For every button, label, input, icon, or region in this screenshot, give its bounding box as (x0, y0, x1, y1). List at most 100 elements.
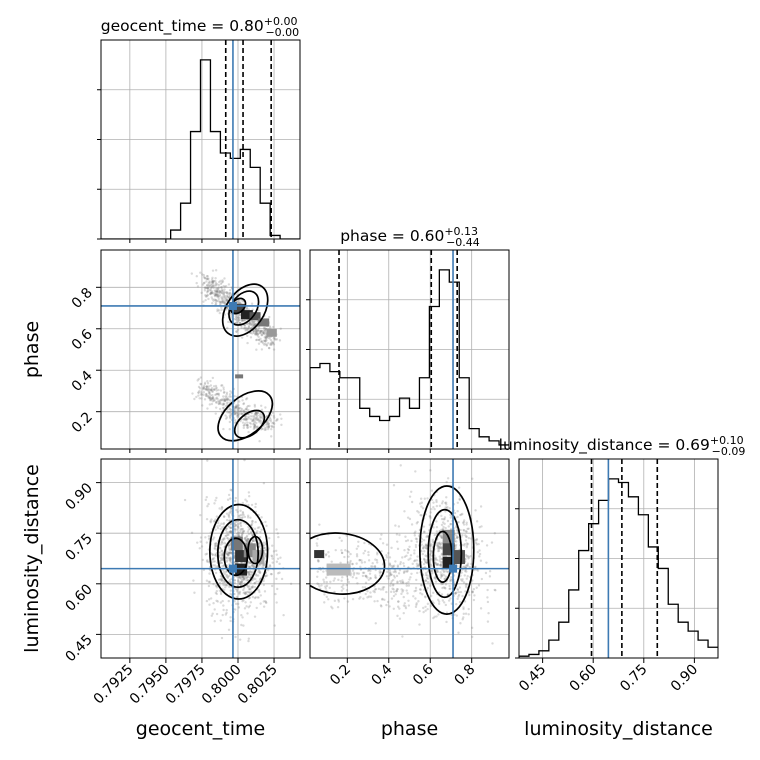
sample-point (478, 549, 481, 552)
sample-point (422, 545, 426, 548)
sample-point (236, 413, 239, 417)
sample-point (316, 544, 319, 547)
sample-point (254, 414, 258, 417)
sample-point (263, 336, 266, 339)
sample-point (337, 600, 341, 603)
sample-point (432, 616, 435, 620)
sample-point (245, 576, 248, 579)
sample-point (241, 319, 244, 323)
sample-point (243, 591, 246, 594)
sample-point (216, 293, 219, 296)
sample-point (211, 558, 214, 561)
sample-point (211, 376, 215, 380)
sample-point (317, 559, 320, 563)
sample-point (233, 525, 236, 529)
sample-point (486, 596, 489, 599)
sample-point (252, 414, 256, 418)
sample-point (212, 279, 215, 283)
sample-point (431, 538, 435, 542)
sample-point (252, 418, 256, 421)
sample-point (229, 408, 232, 411)
sample-point (475, 538, 478, 542)
sample-point (215, 290, 218, 293)
sample-point (440, 582, 443, 586)
sample-point (449, 578, 452, 581)
sample-point (257, 568, 261, 572)
sample-point (214, 571, 218, 575)
sample-point (397, 572, 401, 575)
sample-point (216, 600, 219, 603)
title-text: luminosity_distance = 0.69+0.10 −0.09 (499, 434, 746, 458)
sample-point (263, 332, 266, 335)
sample-point (420, 583, 423, 587)
sample-point (212, 536, 216, 539)
sample-point (224, 284, 228, 288)
sample-point (443, 517, 446, 521)
sample-point (244, 419, 248, 422)
sample-point (464, 530, 468, 533)
sample-point (388, 572, 392, 575)
sample-point (214, 554, 217, 557)
sample-point (206, 389, 210, 392)
sample-point (435, 500, 438, 504)
title-lower-error: −0.44 (446, 236, 480, 249)
sample-point (465, 521, 468, 524)
sample-point (433, 576, 436, 580)
sample-point (444, 575, 448, 578)
sample-point (228, 552, 231, 555)
sample-point (252, 330, 255, 333)
sample-point (444, 587, 447, 590)
sample-point (222, 402, 225, 405)
sample-point (425, 544, 428, 548)
sample-point (251, 324, 255, 328)
sample-point (197, 394, 200, 397)
sample-point (439, 543, 442, 546)
sample-point (207, 584, 211, 588)
sample-point (205, 277, 209, 281)
sample-point (465, 555, 468, 558)
sample-point (245, 605, 248, 608)
sample-point (438, 555, 441, 558)
sample-point (445, 480, 448, 484)
sample-point (471, 591, 474, 594)
sample-point (474, 509, 477, 512)
sample-point (217, 394, 221, 397)
sample-point (207, 598, 211, 601)
sample-point (415, 603, 418, 606)
sample-point (223, 295, 226, 299)
sample-point (416, 571, 419, 575)
sample-point (214, 542, 217, 546)
sample-point (239, 509, 242, 512)
sample-point (425, 535, 428, 539)
sample-point (215, 541, 218, 545)
sample-point (263, 427, 267, 430)
sample-point (333, 577, 336, 580)
sample-point (402, 604, 406, 607)
sample-point (248, 591, 251, 594)
sample-point (219, 619, 223, 622)
sample-point (421, 593, 424, 596)
sample-point (397, 525, 401, 528)
sample-point (369, 569, 372, 573)
sample-point (248, 604, 252, 608)
sample-point (270, 435, 273, 438)
sample-point (247, 491, 251, 494)
sample-point (219, 402, 222, 406)
sample-point (211, 302, 214, 305)
sample-point (220, 289, 224, 293)
sample-point (204, 388, 207, 391)
sample-point (396, 581, 399, 584)
sample-point (259, 416, 262, 419)
sample-point (208, 572, 211, 575)
sample-point (439, 557, 442, 560)
sample-point (227, 546, 231, 549)
sample-point (272, 416, 276, 419)
sample-point (270, 343, 273, 347)
sample-point (241, 527, 245, 531)
sample-point (215, 299, 219, 303)
sample-point (212, 385, 216, 388)
sample-point (229, 410, 232, 413)
sample-point (433, 615, 436, 619)
sample-point (204, 553, 207, 556)
sample-point (378, 574, 382, 577)
